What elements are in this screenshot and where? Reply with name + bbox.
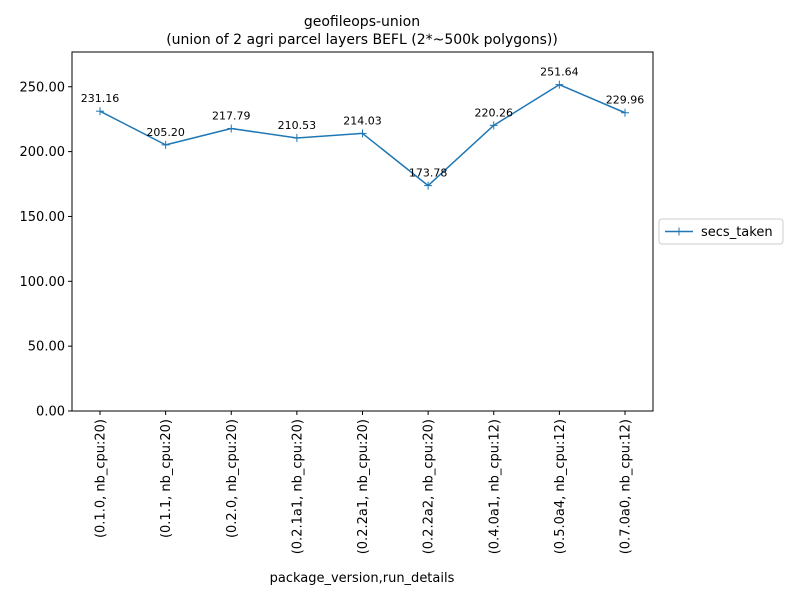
- x-tick-label: (0.7.0a0, nb_cpu:12): [619, 419, 634, 554]
- data-point-marker: [292, 133, 301, 142]
- data-label: 220.26: [475, 106, 514, 119]
- x-tick-label: (0.2.2a2, nb_cpu:20): [422, 419, 437, 554]
- x-tick-label: (0.2.2a1, nb_cpu:20): [356, 419, 371, 554]
- legend: secs_taken: [658, 218, 784, 245]
- x-tick-label: (0.1.0, nb_cpu:20): [94, 419, 109, 538]
- data-point-marker: [489, 121, 498, 130]
- data-point-marker: [621, 108, 629, 117]
- x-tick-label: (0.4.0a1, nb_cpu:12): [487, 419, 502, 554]
- data-point-marker: [161, 140, 170, 149]
- x-tick-label: (0.5.0a4, nb_cpu:12): [553, 419, 568, 554]
- plot-area: 0.00 50.00 100.00 150.00 200.00 250.00 (0.1.0,…: [20, 51, 654, 554]
- y-tick-label: 250.00: [20, 80, 66, 95]
- x-axis-label: package_version,run_details: [270, 571, 455, 586]
- y-tick-label: 50.00: [28, 340, 65, 355]
- data-point-marker: [358, 129, 367, 138]
- x-tick-label: (0.2.0, nb_cpu:20): [225, 419, 240, 538]
- data-label: 214.03: [343, 114, 382, 127]
- x-tick-label: (0.1.1, nb_cpu:20): [159, 419, 174, 538]
- data-point-marker: [424, 181, 433, 190]
- data-point-marker: [555, 80, 564, 89]
- data-label: 229.96: [606, 94, 645, 107]
- data-label: 205.20: [146, 126, 185, 139]
- data-point-marker: [96, 107, 104, 116]
- y-tick-label: 150.00: [20, 210, 66, 225]
- data-label: 210.53: [278, 119, 317, 132]
- y-tick-label: 100.00: [20, 275, 66, 290]
- chart-title-line-1: geofileops-union: [304, 14, 420, 30]
- legend-label-secs-taken: secs_taken: [701, 225, 773, 240]
- data-label: 231.16: [81, 92, 120, 105]
- data-point-marker: [227, 124, 236, 133]
- data-label: 173.78: [409, 167, 448, 180]
- legend-box: [658, 218, 784, 245]
- chart-title-line-2: (union of 2 agri parcel layers BEFL (2*~…: [166, 32, 558, 48]
- x-tick-label: (0.2.1a1, nb_cpu:20): [290, 419, 305, 554]
- y-tick-label: 0.00: [36, 405, 65, 420]
- y-tick-label: 200.00: [20, 145, 66, 160]
- data-label: 217.79: [212, 110, 251, 123]
- data-label: 251.64: [540, 66, 579, 79]
